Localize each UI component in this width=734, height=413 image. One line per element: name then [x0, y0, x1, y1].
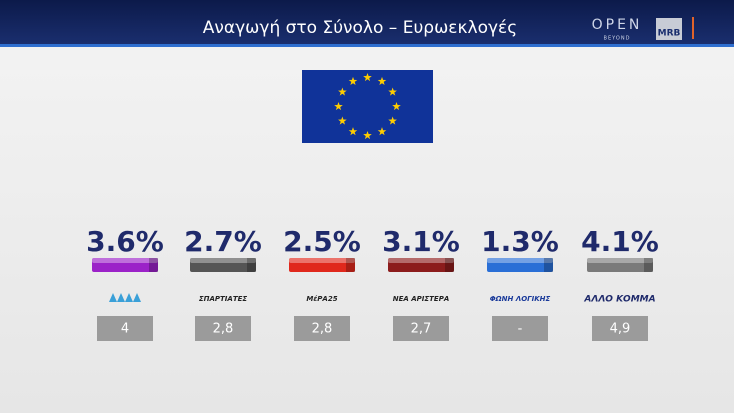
star — [363, 131, 372, 140]
star — [348, 127, 358, 136]
bar-end — [149, 258, 158, 272]
bar-shine — [587, 258, 653, 263]
bar — [487, 258, 553, 272]
previous: 2,8 — [213, 322, 234, 337]
previous: 2,7 — [411, 322, 432, 337]
previous-box — [393, 316, 449, 341]
party-logo: ΝΕΑ ΑΡΙΣΤΕΡΑ — [393, 295, 450, 303]
bar-shine — [388, 258, 454, 263]
star — [338, 87, 347, 96]
previous: 4,9 — [610, 322, 631, 337]
previous-box — [592, 316, 648, 341]
result: 2.7% — [184, 225, 262, 258]
bar-end — [346, 258, 355, 272]
header-line — [0, 44, 734, 47]
party-logo — [109, 293, 117, 302]
party-logo — [125, 293, 133, 302]
previous: - — [518, 322, 523, 337]
brand-sub: BEYOND — [604, 36, 631, 42]
header-bar — [0, 0, 734, 44]
divider — [692, 17, 694, 39]
bar-shine — [92, 258, 158, 263]
bar-end — [247, 258, 256, 272]
star — [377, 127, 387, 136]
bar-shine — [289, 258, 355, 263]
bar-end — [644, 258, 653, 272]
result: 1.3% — [481, 225, 559, 258]
previous-box — [492, 316, 548, 341]
previous-box — [195, 316, 251, 341]
eu-flag — [302, 70, 433, 143]
star — [377, 76, 387, 85]
bar-end — [544, 258, 553, 272]
star — [334, 102, 343, 111]
party-logo: ΣΠΑΡΤΙΑΤΕΣ — [199, 295, 248, 303]
bar — [587, 258, 653, 272]
pollster: MRB — [658, 29, 681, 39]
previous-box — [294, 316, 350, 341]
star — [388, 116, 397, 125]
star — [363, 73, 372, 82]
star — [388, 87, 397, 96]
flag-stars — [334, 73, 401, 140]
pollster-box — [656, 18, 682, 40]
result: 4.1% — [581, 225, 659, 258]
bar-shine — [190, 258, 256, 263]
star — [392, 102, 401, 111]
result: 2.5% — [283, 225, 361, 258]
party-logo: ΜέΡΑ25 — [306, 295, 337, 303]
bar — [92, 258, 158, 272]
party-logo: ΑΛΛΟ ΚΟΜΜΑ — [583, 295, 655, 305]
title: Αναγωγή στο Σύνολο – Ευρωεκλογές — [203, 18, 517, 38]
star — [338, 116, 347, 125]
result: 3.1% — [382, 225, 460, 258]
result: 3.6% — [86, 225, 164, 258]
bar-shine — [487, 258, 553, 263]
party-logo: ΦΩΝΗ ΛΟΓΙΚΗΣ — [490, 295, 551, 303]
previous: 2,8 — [312, 322, 333, 337]
previous-box — [97, 316, 153, 341]
bar-end — [445, 258, 454, 272]
bar — [388, 258, 454, 272]
previous: 4 — [121, 322, 129, 337]
bar — [289, 258, 355, 272]
brand: OPEN — [592, 17, 643, 33]
bar — [190, 258, 256, 272]
party-logo — [133, 293, 141, 302]
star — [348, 76, 358, 85]
party-logo — [117, 293, 125, 302]
